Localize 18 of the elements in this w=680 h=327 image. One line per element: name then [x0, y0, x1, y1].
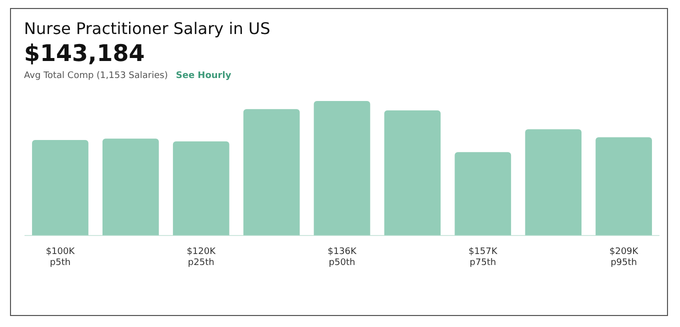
- x-tick-label: $136K p50th: [328, 247, 358, 268]
- text: Avg Total Comp (1,153 Salaries): [24, 71, 168, 81]
- bar: [596, 137, 652, 236]
- text: See Hourly: [176, 71, 232, 81]
- chart-title: Nurse Practitioner Salary in US: [24, 19, 270, 38]
- bar: [314, 101, 370, 236]
- x-tick-label: $157K p75th: [468, 247, 498, 268]
- x-tick-label: $209K p95th: [609, 247, 640, 268]
- x-tick-label: $120K p25th: [186, 247, 217, 268]
- bar: [172, 141, 230, 236]
- x-tick-label: $100K p5th: [46, 247, 76, 268]
- bar: [102, 138, 159, 236]
- bar: [243, 109, 300, 236]
- chart-subtitle: $143,184: [24, 41, 145, 67]
- bar: [32, 140, 88, 236]
- bar: [384, 110, 441, 236]
- bar: [525, 129, 582, 236]
- bar: [454, 152, 512, 236]
